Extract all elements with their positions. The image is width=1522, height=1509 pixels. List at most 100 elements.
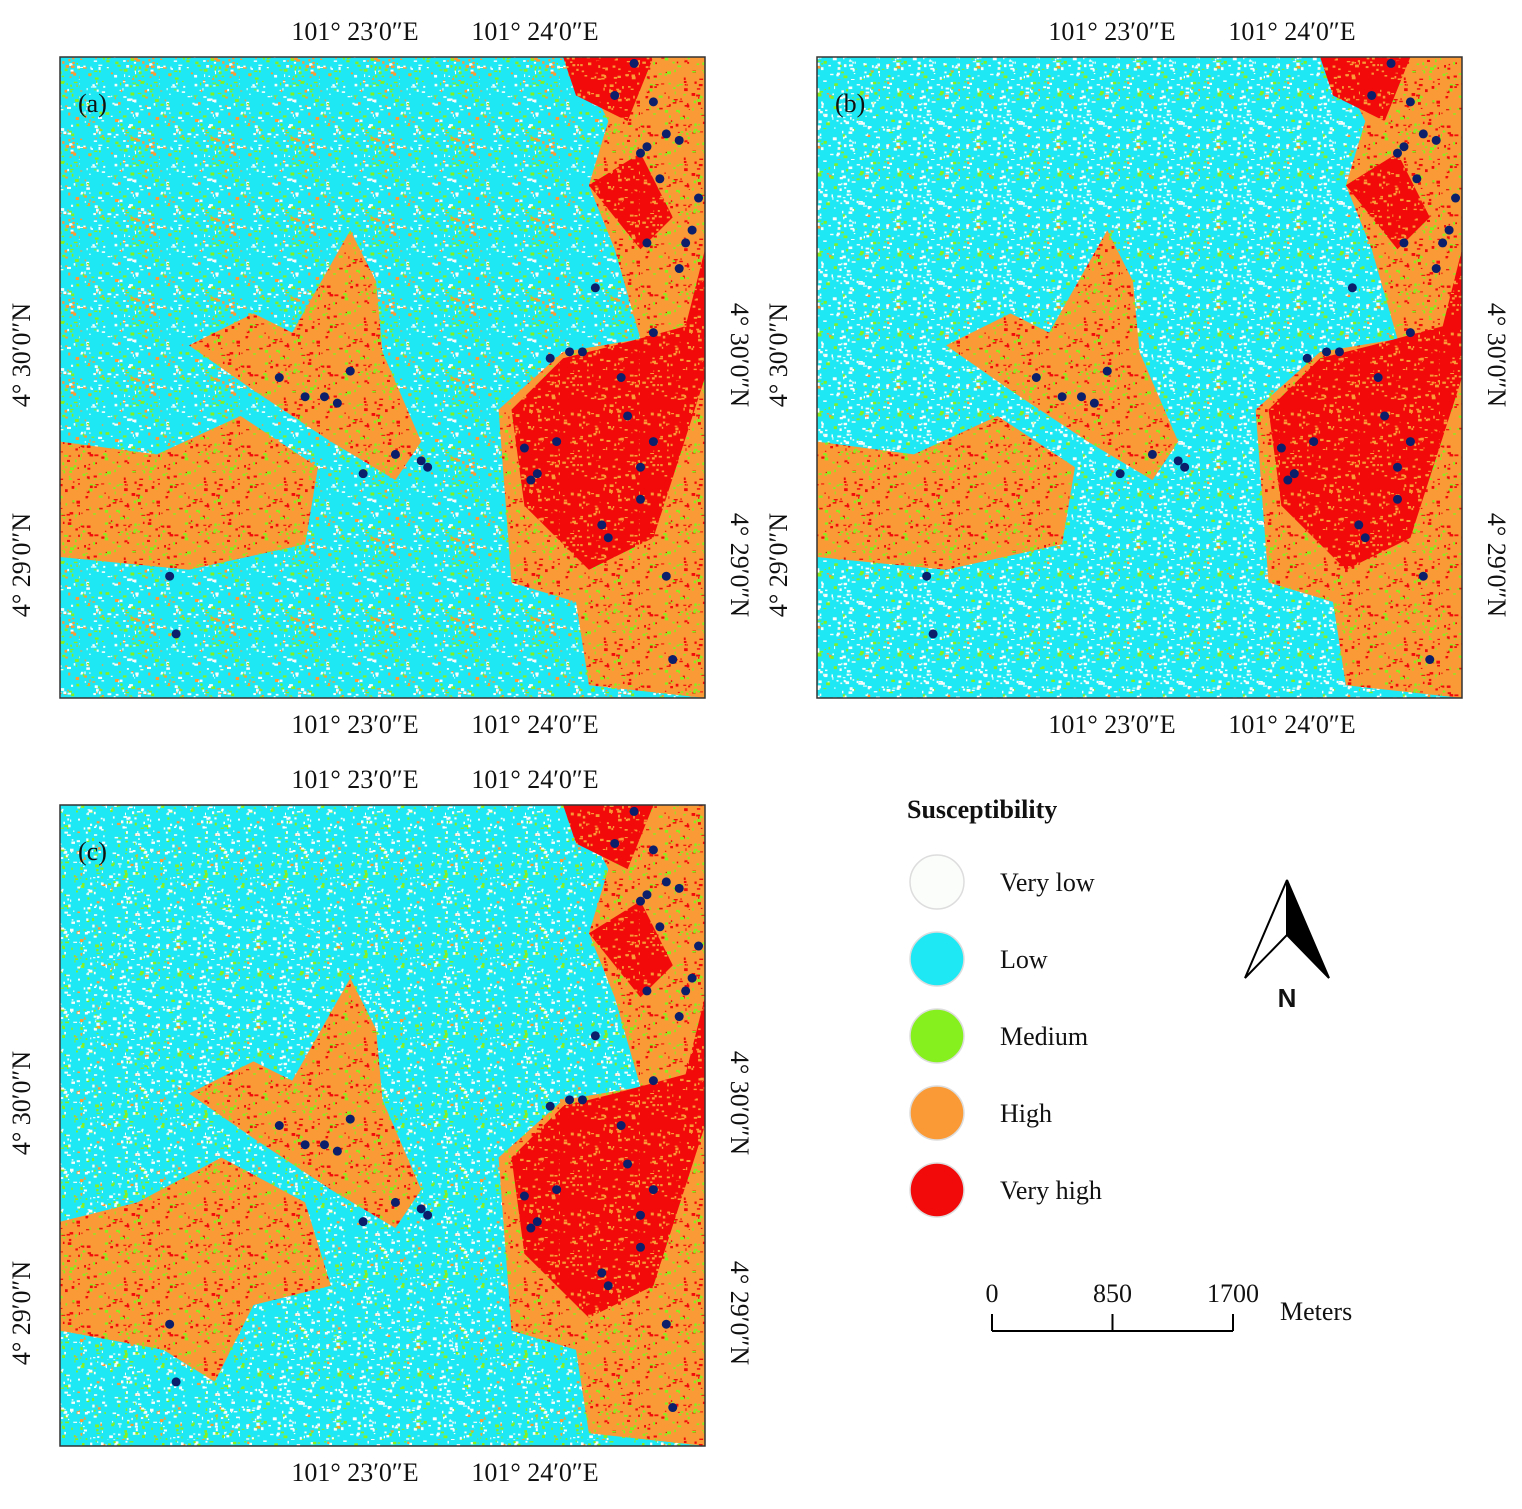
landslide-point — [681, 238, 691, 248]
landslide-point — [552, 437, 562, 447]
landslide-point — [616, 1121, 626, 1130]
landslide-point — [642, 890, 652, 900]
legend-swatch — [909, 854, 965, 910]
landslide-point — [1418, 129, 1428, 139]
landslide-point — [390, 1197, 400, 1207]
landslide-point — [1289, 469, 1299, 479]
landslide-point — [603, 533, 613, 543]
landslide-point — [300, 1140, 310, 1150]
scale-label: 0 — [986, 1279, 999, 1308]
legend-swatch — [909, 1085, 965, 1141]
landslide-point — [687, 225, 697, 235]
landslide-point — [674, 883, 684, 893]
landslide-point — [616, 373, 626, 382]
landslide-point — [1405, 97, 1415, 107]
landslide-point — [681, 986, 691, 996]
north-label: N — [1278, 983, 1297, 1013]
landslide-point — [545, 353, 555, 363]
landslide-point — [648, 97, 658, 107]
landslide-point — [390, 449, 400, 459]
latitude-label: 4° 30′0″N — [725, 303, 754, 407]
high-zone — [189, 230, 422, 481]
landslide-point — [1302, 353, 1312, 363]
landslide-point — [1431, 264, 1441, 274]
landslide-point — [1322, 347, 1332, 357]
landslide-point — [526, 1223, 536, 1233]
landslide-point — [694, 941, 704, 951]
landslide-point — [629, 806, 639, 816]
landslide-point — [1405, 328, 1415, 338]
landslide-point — [1405, 437, 1415, 447]
legend-label: High — [1000, 1099, 1052, 1128]
map-panel: (c) 101° 23′0″E 101° 23′0″E 101° 24′0″E 101°… — [7, 765, 754, 1487]
very-high-zone — [1345, 153, 1430, 250]
very-high-zone — [511, 249, 705, 570]
landslide-point — [565, 347, 575, 357]
landslide-point — [655, 174, 665, 184]
landslide-point — [597, 520, 607, 530]
landslide-point — [1031, 373, 1041, 382]
landslide-point — [519, 1191, 529, 1201]
landslide-point — [532, 469, 542, 479]
landslide-point — [648, 328, 658, 338]
landslide-point — [674, 264, 684, 274]
landslide-point — [661, 877, 671, 887]
landslide-point — [694, 193, 704, 203]
high-zone — [189, 978, 422, 1229]
landslide-point — [165, 1319, 175, 1329]
latitude-label: 4° 30′0″N — [7, 303, 36, 407]
landslide-point — [636, 896, 645, 906]
latitude-label: 4° 29′0″N — [1482, 513, 1511, 617]
landslide-point — [1412, 174, 1422, 184]
landslide-point — [1399, 142, 1409, 152]
landslide-point — [623, 1159, 633, 1169]
landslide-point — [1425, 655, 1435, 665]
legend-title: Susceptibility — [907, 795, 1057, 824]
landslide-point — [1386, 58, 1396, 68]
landslide-point — [526, 475, 536, 485]
landslide-point — [423, 1210, 433, 1220]
map-frame — [816, 56, 1463, 699]
landslide-point — [1380, 411, 1390, 421]
legend-swatch — [909, 931, 965, 987]
landslide-point — [674, 135, 684, 145]
landslide-point — [636, 494, 645, 504]
longitude-label: 101° 23′0″E — [291, 765, 418, 794]
north-arrow-right — [1286, 879, 1330, 979]
high-zone — [60, 1157, 331, 1382]
landslide-point — [1393, 494, 1402, 504]
landslide-point — [1102, 366, 1112, 376]
landslide-point — [603, 1281, 613, 1291]
high-zone — [817, 416, 1075, 570]
landslide-point — [358, 1217, 368, 1227]
landslide-point — [687, 973, 697, 983]
low-zone — [92, 901, 383, 1094]
landslide-point — [661, 129, 671, 139]
landslide-point — [552, 1185, 562, 1195]
very-high-zone — [563, 57, 654, 122]
landslide-point — [577, 347, 587, 357]
landslide-point — [629, 58, 639, 68]
landslide-point — [577, 1095, 587, 1105]
landslide-point — [1360, 533, 1370, 543]
landslide-point — [1347, 283, 1357, 293]
landslide-point — [590, 1031, 600, 1041]
landslide-point — [1334, 347, 1344, 357]
landslide-point — [519, 443, 529, 453]
landslide-point — [1373, 373, 1383, 382]
landslide-point — [1115, 469, 1125, 479]
longitude-label: 101° 23′0″E — [291, 1458, 418, 1487]
landslide-point — [648, 1185, 658, 1195]
very-high-zone — [1320, 57, 1411, 122]
latitude-label: 4° 30′0″N — [1482, 303, 1511, 407]
landslide-point — [423, 462, 433, 472]
legend-label: Medium — [1000, 1022, 1088, 1051]
latitude-label: 4° 30′0″N — [7, 1051, 36, 1155]
landslide-point — [610, 838, 620, 848]
landslide-point — [358, 469, 368, 479]
landslide-point — [1089, 398, 1099, 408]
landslide-point — [597, 1268, 607, 1278]
high-zone — [946, 230, 1179, 481]
landslide-point — [668, 1403, 678, 1413]
panel-label: (a) — [78, 89, 107, 118]
